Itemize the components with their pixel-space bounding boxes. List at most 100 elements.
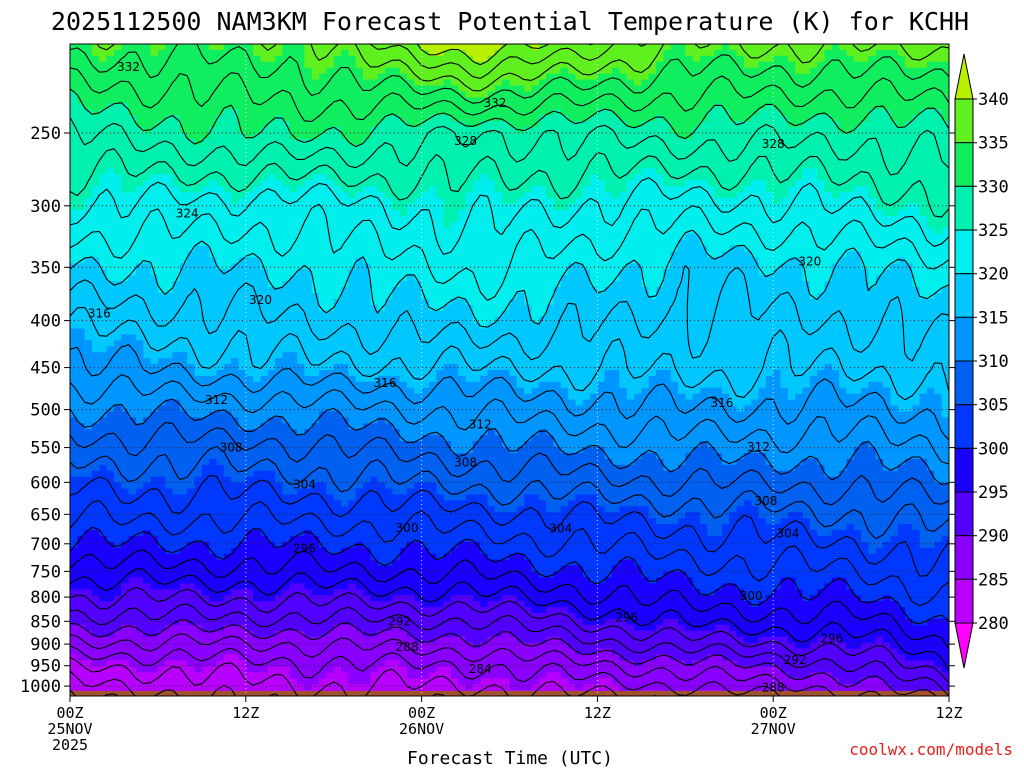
field-cell bbox=[414, 257, 423, 264]
field-cell bbox=[604, 79, 613, 87]
field-cell bbox=[648, 150, 657, 158]
field-cell bbox=[575, 257, 584, 264]
field-cell bbox=[135, 103, 144, 110]
field-cell bbox=[487, 103, 496, 110]
field-cell bbox=[941, 168, 949, 175]
field-cell bbox=[238, 115, 247, 122]
field-cell bbox=[941, 138, 949, 146]
field-cell bbox=[897, 269, 906, 276]
field-cell bbox=[326, 156, 335, 164]
field-cell bbox=[582, 144, 591, 152]
field-cell bbox=[846, 55, 855, 63]
field-cell bbox=[531, 198, 540, 205]
field-cell bbox=[780, 144, 789, 152]
field-cell bbox=[590, 263, 598, 270]
field-cell bbox=[758, 275, 767, 282]
field-cell bbox=[165, 281, 174, 288]
field-cell bbox=[890, 162, 899, 170]
field-cell bbox=[656, 269, 664, 276]
field-cell bbox=[150, 233, 159, 241]
field-cell bbox=[619, 126, 628, 134]
field-cell bbox=[70, 115, 78, 122]
field-cell bbox=[575, 227, 584, 235]
field-cell bbox=[692, 121, 701, 128]
field-cell bbox=[868, 257, 877, 264]
field-cell bbox=[883, 126, 891, 134]
field-cell bbox=[428, 275, 437, 282]
field-cell bbox=[721, 180, 730, 187]
field-cell bbox=[436, 85, 445, 93]
field-cell bbox=[363, 239, 371, 247]
field-cell bbox=[839, 49, 848, 57]
field-cell bbox=[758, 215, 767, 223]
field-cell bbox=[612, 144, 620, 152]
field-cell bbox=[472, 245, 481, 253]
field-cell bbox=[472, 275, 481, 282]
field-cell bbox=[436, 67, 445, 75]
field-cell bbox=[187, 115, 196, 122]
field-cell bbox=[414, 103, 423, 110]
field-cell bbox=[480, 168, 489, 175]
field-cell bbox=[333, 245, 342, 253]
field-cell bbox=[597, 281, 606, 288]
field-cell bbox=[143, 109, 152, 116]
field-cell bbox=[113, 132, 122, 140]
field-cell bbox=[458, 245, 467, 253]
field-cell bbox=[677, 156, 686, 164]
field-cell bbox=[677, 192, 686, 199]
field-cell bbox=[157, 275, 166, 282]
field-cell bbox=[406, 239, 415, 247]
field-cell bbox=[319, 275, 327, 282]
field-cell bbox=[304, 281, 313, 288]
field-cell bbox=[231, 115, 240, 122]
field-cell bbox=[128, 132, 137, 140]
field-cell bbox=[333, 204, 342, 211]
field-cell bbox=[363, 115, 371, 122]
field-cell bbox=[868, 263, 877, 270]
field-cell bbox=[648, 257, 657, 264]
field-cell bbox=[787, 91, 796, 98]
field-cell bbox=[333, 263, 342, 270]
field-cell bbox=[421, 97, 430, 104]
field-cell bbox=[377, 55, 386, 63]
field-cell bbox=[121, 121, 130, 128]
field-cell bbox=[223, 257, 232, 264]
field-cell bbox=[443, 61, 452, 69]
field-cell bbox=[355, 121, 364, 128]
field-cell bbox=[553, 91, 562, 98]
field-cell bbox=[238, 49, 247, 57]
field-cell bbox=[692, 138, 701, 146]
field-cell bbox=[824, 103, 833, 110]
field-cell bbox=[135, 49, 144, 57]
field-cell bbox=[157, 281, 166, 288]
field-cell bbox=[99, 209, 108, 217]
field-cell bbox=[619, 186, 628, 193]
field-cell bbox=[707, 109, 716, 116]
field-cell bbox=[487, 209, 496, 217]
field-cell bbox=[304, 221, 313, 229]
field-cell bbox=[758, 263, 767, 270]
field-cell bbox=[311, 109, 320, 116]
field-cell bbox=[443, 138, 452, 146]
field-cell bbox=[729, 109, 738, 116]
field-cell bbox=[875, 269, 884, 276]
field-cell bbox=[795, 85, 804, 93]
field-cell bbox=[238, 121, 247, 128]
field-cell bbox=[721, 227, 730, 235]
field-cell bbox=[341, 257, 349, 264]
field-cell bbox=[260, 115, 269, 122]
field-cell bbox=[795, 44, 804, 51]
field-cell bbox=[824, 162, 833, 170]
field-cell bbox=[582, 180, 591, 187]
field-cell bbox=[597, 67, 606, 75]
field-cell bbox=[560, 49, 569, 57]
field-cell bbox=[348, 287, 357, 294]
field-cell bbox=[677, 49, 686, 57]
field-cell bbox=[450, 287, 459, 294]
field-cell bbox=[656, 233, 664, 241]
field-cell bbox=[553, 156, 562, 164]
field-cell bbox=[751, 180, 760, 187]
field-cell bbox=[487, 144, 496, 152]
field-cell bbox=[341, 209, 349, 217]
field-cell bbox=[209, 156, 218, 164]
